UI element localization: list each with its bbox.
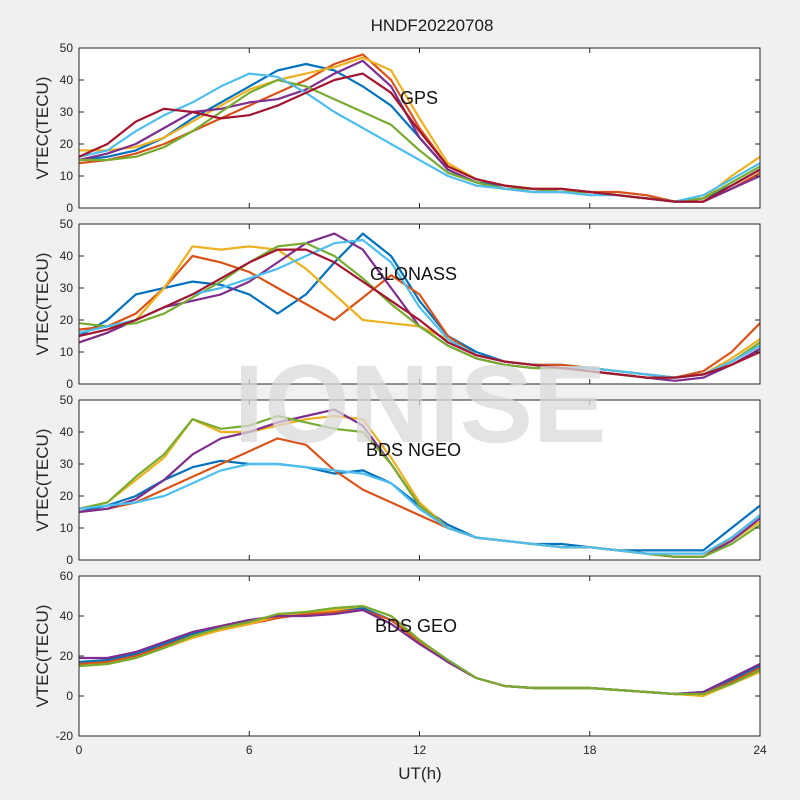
y-axis-label: VTEC(TECU) [33,429,52,532]
y-tick-label: 50 [60,217,74,231]
y-tick-label: 40 [60,249,74,263]
x-tick-label: 18 [583,743,597,757]
y-axis-label: VTEC(TECU) [33,77,52,180]
panels-group: 0 10 20 30 40 50 VTEC(TECU) GPS 0 10 20 30 40 50 VTEC(… [33,41,767,757]
series-line [78,462,761,555]
panel-label: BDS GEO [375,616,457,636]
y-tick-label: 30 [60,281,74,295]
y-tick-label: 0 [66,689,73,703]
plot-area [79,576,760,736]
panel-label: GLONASS [370,264,457,284]
y-tick-label: 30 [60,457,74,471]
series-line [78,248,761,379]
y-tick-label: 40 [60,73,74,87]
panel-label: BDS NGEO [366,440,461,460]
y-tick-label: 10 [60,521,74,535]
plot-area [79,400,760,560]
y-tick-label: 10 [60,345,74,359]
y-tick-label: -20 [56,729,74,743]
y-tick-label: 0 [66,553,73,567]
y-axis-label: VTEC(TECU) [33,605,52,708]
y-tick-label: 40 [60,425,74,439]
y-tick-label: 20 [60,137,74,151]
y-tick-label: 10 [60,169,74,183]
y-axis-label: VTEC(TECU) [33,253,52,356]
y-tick-label: 50 [60,393,74,407]
y-tick-label: 40 [60,609,74,623]
panel-2: 0 10 20 30 40 50 VTEC(TECU) GLONASS [33,217,761,391]
y-tick-label: 30 [60,105,74,119]
watermark-text: IONISE [234,343,607,466]
panel-1: 0 10 20 30 40 50 VTEC(TECU) GPS [33,41,761,215]
x-tick-label: 12 [413,743,427,757]
plot-area [79,224,760,384]
panel-3: 0 10 20 30 40 50 VTEC(TECU) BDS NGEO [33,393,761,567]
y-tick-label: 60 [60,569,74,583]
series-line [78,72,761,203]
chart-title: HNDF20220708 [371,16,494,35]
x-tick-label: 6 [246,743,253,757]
series-line [78,604,761,696]
x-axis-label: UT(h) [398,764,441,783]
x-tick-label: 24 [753,743,767,757]
y-tick-label: 20 [60,313,74,327]
y-tick-label: 20 [60,649,74,663]
panel-label: GPS [400,88,438,108]
y-tick-label: 0 [66,377,73,391]
x-tick-label: 0 [76,743,83,757]
y-tick-label: 20 [60,489,74,503]
y-tick-label: 50 [60,41,74,55]
y-tick-label: 0 [66,201,73,215]
